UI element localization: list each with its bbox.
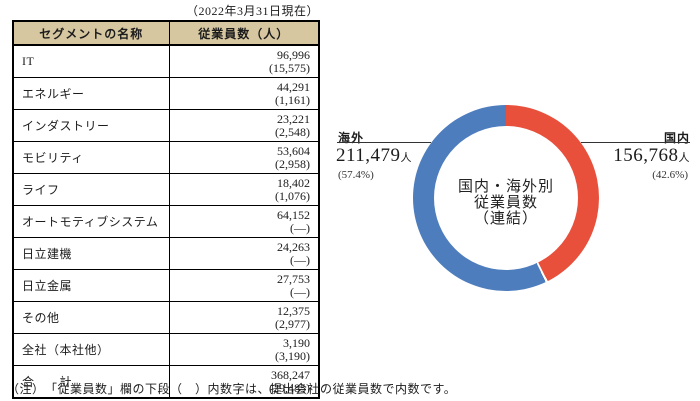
segment-name: IT (12, 44, 170, 78)
table-row: インダストリー 23,221 (2,548) (12, 109, 320, 142)
employee-count-parent-company: (—) (290, 220, 310, 235)
segment-name: インダストリー (12, 109, 170, 142)
employee-count-cell: 368,247 (29,485) (168, 365, 320, 399)
overseas-value: 211,479人 (336, 145, 412, 167)
segment-name: オートモティブシステム (12, 205, 170, 238)
employee-count-parent-company: (15,575) (269, 60, 310, 75)
employee-count-parent-company: (2,548) (275, 124, 310, 139)
table-row: モビリティ 53,604 (2,958) (12, 141, 320, 174)
employee-count: 27,753 (277, 271, 310, 286)
employee-count-parent-company: (—) (290, 284, 310, 299)
employee-count: 96,996 (277, 47, 310, 62)
domestic-leader-line (581, 142, 690, 143)
table-row: オートモティブシステム 64,152 (—) (12, 205, 320, 238)
employee-count-cell: 44,291 (1,161) (168, 77, 320, 110)
overseas-percent: (57.4%) (338, 169, 374, 181)
employee-count-parent-company: (—) (290, 252, 310, 267)
donut-center-title: 国内・海外別 従業員数 （連結） (413, 179, 599, 227)
employee-count-cell: 64,152 (—) (168, 205, 320, 238)
as-of-date-note: （2022年3月31日現在） (185, 4, 319, 18)
employee-count-cell: 24,263 (—) (168, 237, 320, 270)
segment-name: 日立金属 (12, 269, 170, 302)
employee-count: 12,375 (277, 303, 310, 318)
domestic-value: 156,768人 (613, 145, 690, 167)
footnote: （注） 「従業員数」欄の下段（ ）内数字は、提出会社の従業員数で内数です。 (7, 382, 457, 396)
employee-count-parent-company: (1,076) (275, 188, 310, 203)
table-row: 日立金属 27,753 (—) (12, 269, 320, 302)
segment-name: 合 計 (12, 365, 170, 399)
employee-count: 18,402 (277, 175, 310, 190)
employee-count: 368,247 (271, 367, 310, 382)
employee-count-parent-company: (2,958) (275, 156, 310, 171)
segment-name: ライフ (12, 173, 170, 206)
overseas-label: 海外 (338, 131, 365, 145)
donut-center-line3: （連結） (473, 211, 538, 227)
employee-count-cell: 12,375 (2,977) (168, 301, 320, 334)
segment-name: 全社（本社他） (12, 333, 170, 366)
employee-count-cell: 96,996 (15,575) (168, 44, 320, 78)
domestic-label: 国内 (663, 131, 690, 145)
table-row: ライフ 18,402 (1,076) (12, 173, 320, 206)
domestic-value-unit: 人 (678, 152, 690, 164)
employee-count: 53,604 (277, 143, 310, 158)
donut-chart-hole (434, 126, 578, 270)
employee-count-parent-company: (3,190) (275, 348, 310, 363)
employee-count-cell: 27,753 (—) (168, 269, 320, 302)
employee-count: 64,152 (277, 207, 310, 222)
overseas-value-unit: 人 (400, 152, 413, 164)
employee-count-parent-company: (1,161) (275, 92, 310, 107)
table-row: 合 計 368,247 (29,485) (12, 365, 320, 399)
segment-employee-table: セグメントの名称 従業員数（人） IT 96,996 (15,575) エネルギ… (12, 20, 320, 399)
header-employee-count: 従業員数（人） (168, 20, 320, 46)
segment-name: 日立建機 (12, 237, 170, 270)
employee-count-cell: 53,604 (2,958) (168, 141, 320, 174)
overseas-value-number: 211,479 (336, 145, 401, 166)
employee-count-parent-company: (2,977) (275, 316, 310, 331)
segment-name: エネルギー (12, 77, 170, 110)
employee-count: 24,263 (277, 239, 310, 254)
segment-table-body: IT 96,996 (15,575) エネルギー 44,291 (1,161) … (12, 44, 320, 399)
employee-count-cell: 3,190 (3,190) (168, 333, 320, 366)
donut-center-line2: 従業員数 (473, 195, 538, 211)
table-row: エネルギー 44,291 (1,161) (12, 77, 320, 110)
employee-count-cell: 23,221 (2,548) (168, 109, 320, 142)
domestic-percent: (42.6%) (652, 169, 688, 181)
table-row: IT 96,996 (15,575) (12, 44, 320, 78)
employee-count-parent-company: (29,485) (269, 380, 310, 395)
table-header-row: セグメントの名称 従業員数（人） (12, 20, 320, 46)
header-segment-name: セグメントの名称 (12, 20, 170, 46)
donut-center-line1: 国内・海外別 (457, 179, 554, 195)
table-row: その他 12,375 (2,977) (12, 301, 320, 334)
overseas-leader-line (337, 142, 431, 143)
employee-count: 44,291 (277, 79, 310, 94)
table-row: 日立建機 24,263 (—) (12, 237, 320, 270)
domestic-value-number: 156,768 (613, 145, 679, 166)
segment-name: その他 (12, 301, 170, 334)
employee-count: 23,221 (277, 111, 310, 126)
employee-count-cell: 18,402 (1,076) (168, 173, 320, 206)
table-row: 全社（本社他） 3,190 (3,190) (12, 333, 320, 366)
segment-name: モビリティ (12, 141, 170, 174)
employee-count: 3,190 (283, 335, 310, 350)
